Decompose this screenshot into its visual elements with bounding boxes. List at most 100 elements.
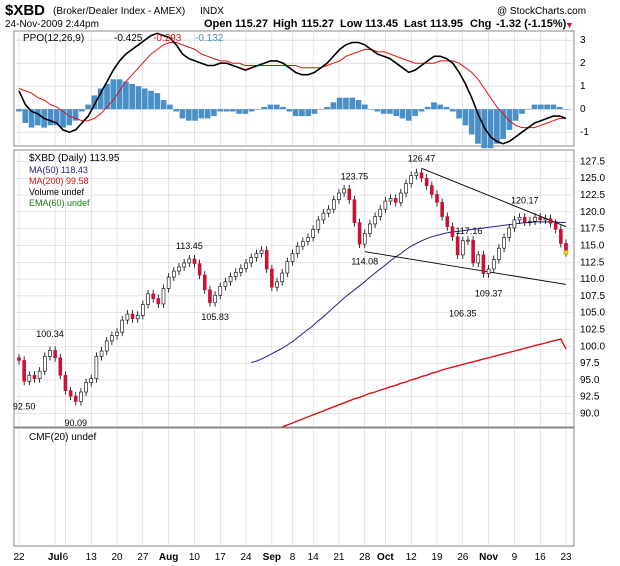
x-tick-label: Jul: [48, 552, 63, 563]
ppo-histogram-bar: [431, 102, 437, 110]
ppo-histogram-bar: [531, 104, 538, 110]
ppo-histogram-bar: [261, 106, 268, 110]
price-candle: [37, 370, 42, 379]
price-candle: [63, 374, 68, 391]
price-candle: [522, 216, 527, 223]
x-tick-label: Nov: [479, 552, 498, 563]
ppo-histogram-bar: [72, 109, 79, 121]
ppo-histogram-bar: [22, 109, 29, 123]
price-candle: [48, 350, 52, 357]
price-candle: [543, 218, 548, 221]
price-y-tick-label: 100.0: [580, 341, 605, 352]
x-tick-label: 16: [535, 552, 547, 563]
ppo-histogram-bar: [129, 83, 136, 110]
ppo-histogram-bar: [525, 109, 532, 110]
ppo-histogram-bar: [443, 106, 450, 110]
price-candle: [84, 382, 88, 393]
last-price-marker: [563, 250, 569, 255]
x-tick-label: 14: [308, 552, 320, 563]
price-y-tick-label: 117.5: [580, 224, 605, 235]
price-candle: [306, 237, 310, 242]
ppo-histogram-bar: [475, 109, 481, 144]
price-candle: [79, 391, 83, 402]
ppo-histogram-bar: [167, 104, 173, 110]
price-candle: [73, 395, 78, 402]
ppo-histogram-bar: [418, 109, 425, 112]
ppo-histogram-bar: [116, 79, 123, 110]
price-candle: [141, 304, 145, 316]
ppo-histogram-bar: [368, 109, 374, 110]
price-candle: [228, 276, 233, 283]
price-candle: [187, 258, 192, 264]
price-candle: [249, 257, 254, 264]
price-candle: [440, 202, 444, 217]
ppo-histogram-bar: [286, 109, 293, 112]
ppo-histogram-bar: [544, 104, 550, 110]
x-tick-label: 8: [290, 552, 296, 563]
price-candle: [244, 262, 248, 269]
price-candle: [161, 288, 166, 305]
ppo-histogram-bar: [506, 109, 513, 130]
price-candle: [553, 222, 558, 230]
ppo-y-tick-label: 2: [580, 58, 586, 69]
x-tick-label: 19: [431, 552, 443, 563]
ppo-histogram-bar: [236, 109, 242, 114]
price-candle: [476, 254, 481, 264]
ppo-histogram-bar: [217, 109, 224, 112]
price-candle: [58, 357, 63, 376]
trendline: [421, 167, 567, 228]
ppo-y-tick-label: 3: [580, 35, 586, 46]
price-annotation-label: 120.17: [511, 196, 539, 206]
ppo-histogram-bar: [123, 81, 129, 110]
price-candle: [362, 233, 367, 245]
legend-volume: Volume undef: [29, 187, 85, 197]
price-candle: [342, 188, 346, 194]
ppo-histogram-bar: [280, 106, 286, 110]
x-tick-label: 20: [111, 552, 123, 563]
ppo-histogram-bar: [47, 109, 54, 126]
price-candle: [466, 239, 470, 242]
price-candle: [316, 219, 321, 230]
price-candle: [533, 216, 537, 222]
ppo-histogram-bar: [160, 100, 167, 110]
ppo-panel: 3 2 1 0 -1 PPO(12,26,9) -0.425 -0.293 -0.132: [13, 30, 589, 149]
x-axis: 22 Jul 6 13 20 27 Aug 10 17 24 Sep 8 14 21 28 Oct 12 19 26…: [13, 552, 572, 563]
price-candle: [404, 183, 408, 194]
ppo-signal-line: [18, 42, 566, 129]
price-candle: [517, 216, 522, 221]
x-tick-label: 10: [189, 552, 201, 563]
ppo-histogram-bar: [66, 109, 73, 126]
price-candle: [32, 374, 37, 379]
price-candle: [223, 281, 228, 287]
price-candle: [502, 237, 506, 249]
price-candle: [275, 281, 279, 288]
ppo-histogram-bar: [53, 109, 60, 126]
ppo-legend-label: PPO(12,26,9): [23, 33, 84, 44]
price-candle: [548, 218, 553, 224]
price-candle: [17, 357, 21, 361]
price-candle: [326, 208, 331, 214]
ppo-line: [18, 32, 567, 145]
price-y-tick-label: 125.0: [580, 173, 605, 184]
price-candle: [68, 390, 73, 397]
price-candle: [430, 185, 434, 195]
ppo-histogram-bar: [242, 109, 249, 114]
high-label: High: [273, 18, 298, 30]
x-tick-label: Sep: [263, 552, 281, 563]
price-candle: [192, 258, 197, 264]
x-tick-label: 9: [512, 552, 518, 563]
price-candle: [115, 331, 119, 336]
ppo-histogram-bar: [387, 109, 393, 114]
price-annotation-label: 114.08: [351, 257, 378, 267]
price-candle: [166, 276, 171, 289]
price-candle: [419, 172, 424, 179]
price-candle: [409, 175, 413, 184]
ppo-histogram-bar: [456, 109, 462, 119]
price-y-tick-label: 105.0: [580, 308, 605, 319]
price-candle: [378, 208, 383, 217]
x-tick-label: 26: [457, 552, 469, 563]
ppo-histogram-bar: [273, 104, 280, 110]
price-candle: [53, 350, 57, 359]
ppo-histogram-bar: [223, 109, 230, 112]
price-candle: [135, 315, 140, 320]
